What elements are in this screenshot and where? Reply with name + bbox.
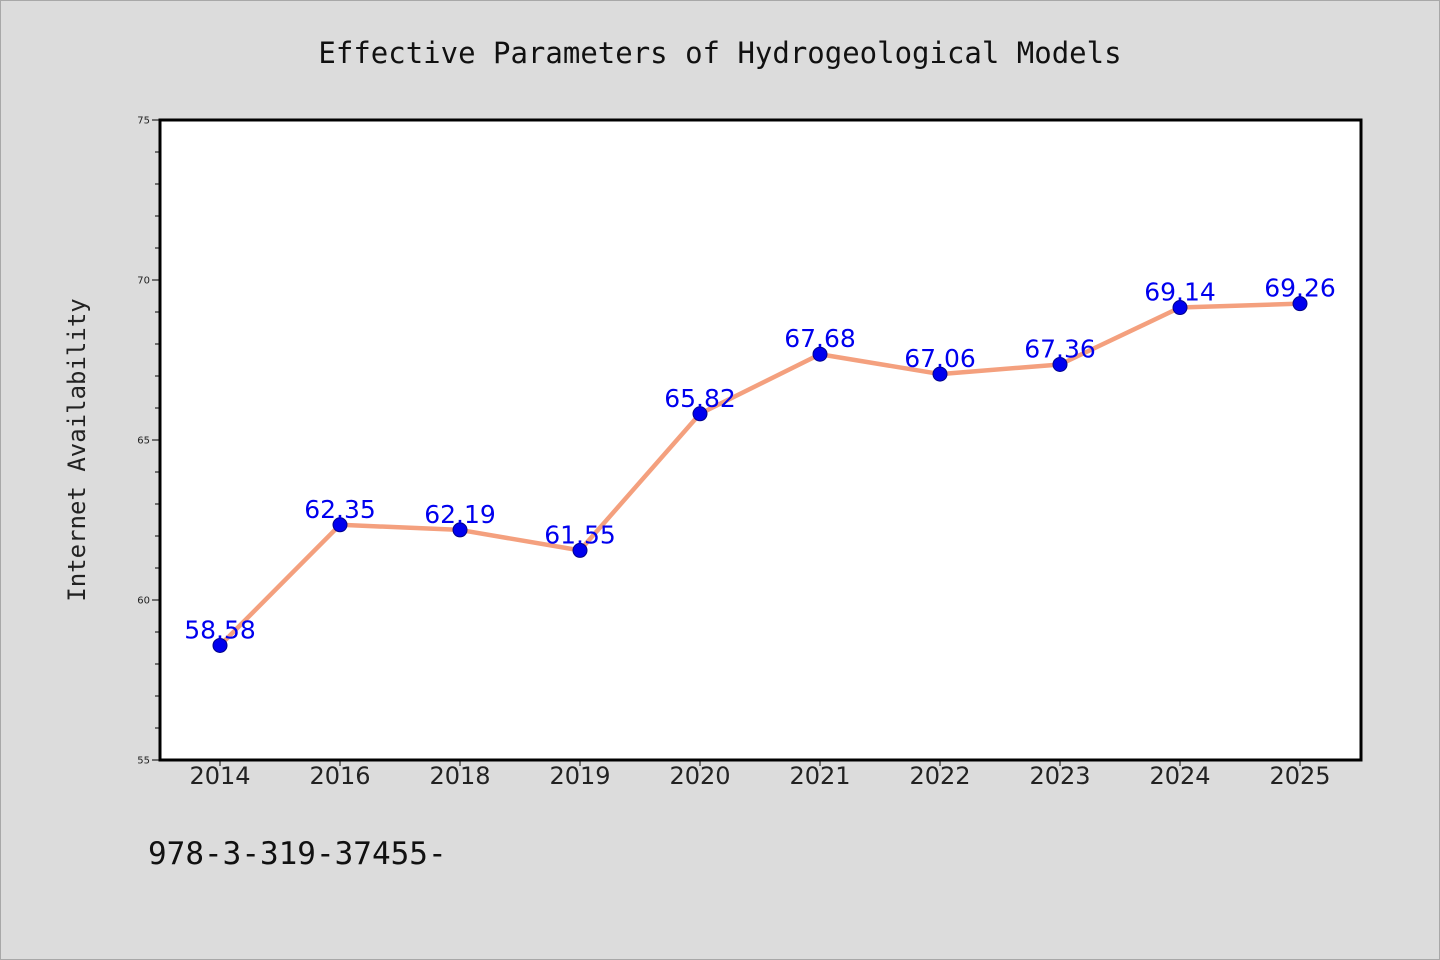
- data-point-marker: [932, 366, 948, 382]
- x-tick-label: 2025: [1269, 762, 1330, 790]
- x-tick-label: 2022: [909, 762, 970, 790]
- x-tick-labels: 2014 2016 2018 2019 2020 2021 2022 2023 2024 2025: [189, 762, 1330, 790]
- data-point-marker: [1172, 300, 1188, 316]
- series-markers: [212, 296, 1308, 653]
- plot-area: [160, 120, 1361, 760]
- data-label: 62.35: [304, 495, 376, 524]
- y-tick-label: 60: [137, 596, 150, 607]
- footer-text: 978-3-319-37455-: [148, 836, 447, 872]
- y-tick-label: 75: [137, 116, 150, 127]
- data-point-marker: [812, 346, 828, 362]
- data-label: 61.55: [544, 520, 616, 549]
- x-tick-label: 2020: [669, 762, 730, 790]
- y-tick-label: 55: [137, 756, 150, 767]
- data-label: 67.06: [904, 344, 976, 373]
- data-label: 67.36: [1024, 334, 1096, 363]
- data-point-marker: [1052, 356, 1068, 372]
- series-line-group: [217, 301, 1303, 648]
- x-tick-label: 2024: [1149, 762, 1210, 790]
- data-label: 62.19: [424, 500, 496, 529]
- y-axis-label: Internet Availability: [63, 298, 91, 601]
- chart-title: Effective Parameters of Hydrogeological …: [318, 36, 1121, 70]
- y-tick-labels: 55 60 65 70 75: [137, 116, 150, 767]
- x-tick-label: 2023: [1029, 762, 1090, 790]
- x-tick-label: 2014: [189, 762, 250, 790]
- plot-border: [158, 118, 1363, 762]
- data-label: 65.82: [664, 384, 736, 413]
- data-point-marker: [212, 637, 228, 653]
- data-point-marker: [572, 542, 588, 558]
- data-label: 69.26: [1264, 274, 1336, 303]
- x-tick-label: 2016: [309, 762, 370, 790]
- data-point-marker: [1292, 296, 1308, 312]
- data-point-marker: [692, 406, 708, 422]
- x-tick-label: 2018: [429, 762, 490, 790]
- data-label: 69.14: [1144, 278, 1216, 307]
- data-labels: 58.58 62.35 62.19 61.55 65.82 67.68 67.06 67.36…: [184, 274, 1336, 645]
- data-point-marker: [332, 517, 348, 533]
- x-tick-label: 2019: [549, 762, 610, 790]
- y-tick-label: 70: [137, 276, 150, 287]
- data-label: 58.58: [184, 615, 256, 644]
- data-point-marker: [452, 522, 468, 538]
- series-line: [217, 301, 1303, 648]
- y-tick-label: 65: [137, 436, 150, 447]
- data-label: 67.68: [784, 324, 856, 353]
- x-tick-label: 2021: [789, 762, 850, 790]
